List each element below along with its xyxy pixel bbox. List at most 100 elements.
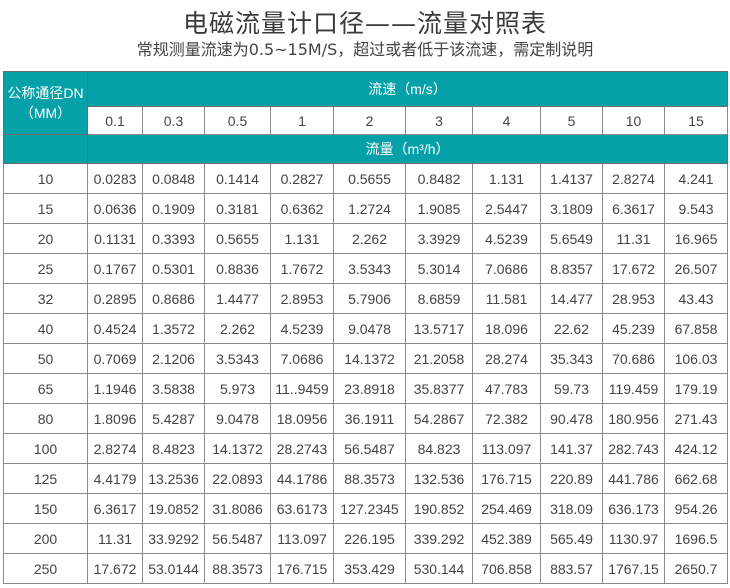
flow-cell: 18.0956 — [270, 403, 334, 434]
flow-cell: 180.956 — [602, 403, 665, 434]
flow-cell: 452.389 — [472, 523, 541, 554]
flow-cell: 56.5487 — [204, 523, 271, 554]
table-row: 250 17.672 53.0144 88.3573 176.715 353.429 530… — [3, 553, 729, 584]
flow-cell: 0.6362 — [270, 193, 334, 224]
dn-cell: 80 — [3, 403, 88, 434]
flow-cell: 662.68 — [663, 463, 729, 494]
flow-cell: 1.4477 — [204, 283, 271, 314]
flow-cell: 9.543 — [663, 193, 729, 224]
table-row: 40 0.4524 1.3572 2.262 4.5239 9.0478 13.5717 18… — [3, 313, 729, 344]
flow-cell: 0.7069 — [87, 343, 143, 374]
flow-cell: 0.5655 — [333, 163, 406, 194]
table-row: 50 0.7069 2.1206 3.5343 7.0686 14.1372 21.2058… — [3, 343, 729, 374]
table-row: 125 4.4179 13.2536 22.0893 44.1786 88.3573 132… — [3, 463, 729, 494]
flow-cell: 0.1414 — [204, 163, 271, 194]
flow-cell: 67.858 — [663, 313, 729, 344]
flow-cell: 63.6173 — [270, 493, 334, 524]
flow-cell: 0.3393 — [142, 223, 205, 254]
flow-cell: 35.8377 — [405, 373, 473, 404]
flow-cell: 44.1786 — [270, 463, 334, 494]
flow-cell: 26.507 — [663, 253, 729, 284]
flow-cell: 14.1372 — [204, 433, 271, 464]
table-row: 10 0.0283 0.0848 0.1414 0.2827 0.5655 0.8482 1.… — [3, 163, 729, 194]
flow-cell: 36.1911 — [333, 403, 406, 434]
flow-cell: 254.469 — [472, 493, 541, 524]
flow-cell: 28.274 — [472, 343, 541, 374]
flow-cell: 43.43 — [663, 283, 729, 314]
table-row: 150 6.3617 19.0852 31.8086 63.6173 127.2345 19… — [3, 493, 729, 524]
flow-cell: 0.0636 — [87, 193, 143, 224]
flow-cell: 3.5838 — [142, 373, 205, 404]
flow-cell: 6.3617 — [87, 493, 143, 524]
flow-cell: 0.4524 — [87, 313, 143, 344]
flow-cell: 2650.7 — [663, 553, 729, 584]
flow-cell: 2.5447 — [472, 193, 541, 224]
flow-cell: 18.096 — [472, 313, 541, 344]
flow-cell: 53.0144 — [142, 553, 205, 584]
dn-cell: 32 — [3, 283, 88, 314]
flow-cell: 28.953 — [602, 283, 665, 314]
flow-cell: 0.8686 — [142, 283, 205, 314]
flow-cell: 7.0686 — [270, 343, 334, 374]
flow-cell: 0.3181 — [204, 193, 271, 224]
dn-header-line2: （MM） — [19, 105, 72, 121]
flow-cell: 5.4287 — [142, 403, 205, 434]
flow-cell: 636.173 — [602, 493, 665, 524]
flow-cell: 35.343 — [540, 343, 603, 374]
flow-cell: 2.262 — [204, 313, 271, 344]
flow-cell: 33.9292 — [142, 523, 205, 554]
flow-cell: 54.2867 — [405, 403, 473, 434]
table-row: 65 1.1946 3.5838 5.973 11..9459 23.8918 35.837… — [3, 373, 729, 404]
velocity-cell: 1 — [270, 106, 334, 135]
flow-cell: 0.2895 — [87, 283, 143, 314]
velocity-cell: 5 — [540, 106, 603, 135]
dn-cell: 15 — [3, 193, 88, 224]
flow-cell: 4.5239 — [472, 223, 541, 254]
flow-cell: 1767.15 — [602, 553, 665, 584]
flow-cell: 11.581 — [472, 283, 541, 314]
flow-cell: 13.5717 — [405, 313, 473, 344]
flow-cell: 17.672 — [87, 553, 143, 584]
flow-cell: 190.852 — [405, 493, 473, 524]
flow-cell: 90.478 — [540, 403, 603, 434]
dn-cell: 10 — [3, 163, 88, 194]
table-row: 32 0.2895 0.8686 1.4477 2.8953 5.7906 8.6859 11… — [3, 283, 729, 314]
velocity-cell: 15 — [663, 106, 729, 135]
flow-cell: 1.131 — [472, 163, 541, 194]
flow-cell: 28.2743 — [270, 433, 334, 464]
flow-cell: 6.3617 — [602, 193, 665, 224]
flow-cell: 2.8274 — [87, 433, 143, 464]
velocity-cell: 0.5 — [204, 106, 271, 135]
flow-cell: 176.715 — [472, 463, 541, 494]
flow-cell: 1.9085 — [405, 193, 473, 224]
velocity-cell: 2 — [333, 106, 406, 135]
flow-cell: 19.0852 — [142, 493, 205, 524]
flow-cell: 706.858 — [472, 553, 541, 584]
dn-cell: 125 — [3, 463, 88, 494]
dn-cell: 150 — [3, 493, 88, 524]
flow-cell: 13.2536 — [142, 463, 205, 494]
flow-cell: 565.49 — [540, 523, 603, 554]
velocity-cell: 0.3 — [142, 106, 205, 135]
flow-cell: 22.0893 — [204, 463, 271, 494]
flow-cell: 11.31 — [87, 523, 143, 554]
flow-cell: 271.43 — [663, 403, 729, 434]
flow-cell: 45.239 — [602, 313, 665, 344]
flow-cell: 0.0848 — [142, 163, 205, 194]
flow-cell: 220.89 — [540, 463, 603, 494]
flow-cell: 176.715 — [270, 553, 334, 584]
flow-header: 流量（m³/h） — [86, 134, 729, 164]
flow-cell: 56.5487 — [333, 433, 406, 464]
flow-cell: 3.1809 — [540, 193, 603, 224]
flow-cell: 141.37 — [540, 433, 603, 464]
flow-cell: 1.8096 — [87, 403, 143, 434]
flow-cell: 226.195 — [333, 523, 406, 554]
flow-cell: 127.2345 — [333, 493, 406, 524]
dn-header: 公称通径DN （MM） — [3, 71, 88, 135]
flow-cell: 3.5343 — [333, 253, 406, 284]
velocity-row: 0.1 0.3 0.5 1 2 3 4 5 10 15 — [4, 106, 729, 135]
flow-cell: 106.03 — [663, 343, 729, 374]
table-row: 100 2.8274 8.4823 14.1372 28.2743 56.5487 84.8… — [3, 433, 729, 464]
velocity-cell: 4 — [472, 106, 541, 135]
flow-cell: 21.2058 — [405, 343, 473, 374]
